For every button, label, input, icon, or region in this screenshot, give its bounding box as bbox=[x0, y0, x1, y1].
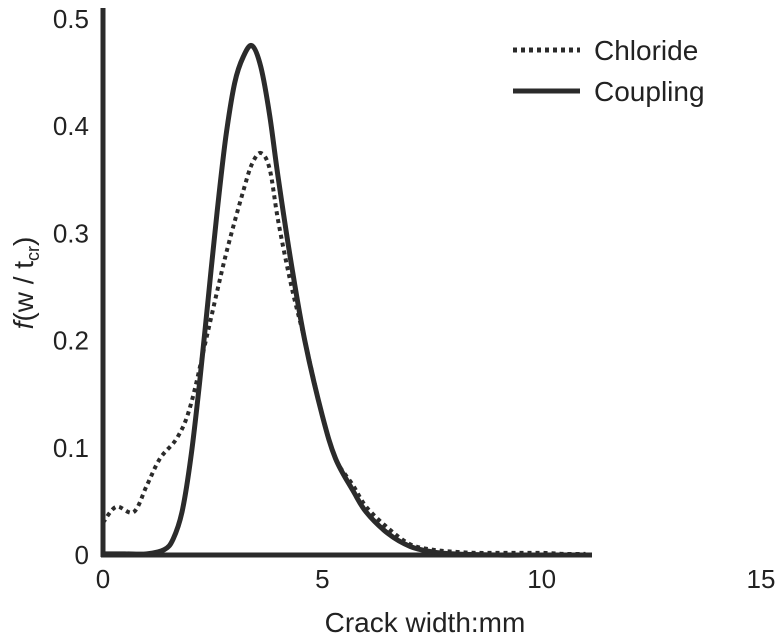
y-tick-label: 0.3 bbox=[53, 218, 89, 248]
legend: Chloride Coupling bbox=[513, 35, 705, 107]
x-tick-label: 5 bbox=[315, 564, 329, 594]
x-tick-label: 0 bbox=[96, 564, 110, 594]
legend-label-chloride: Chloride bbox=[594, 35, 698, 66]
y-tick-label: 0.5 bbox=[53, 4, 89, 34]
y-axis-title-sub: cr bbox=[23, 246, 43, 261]
x-tick-label: 15 bbox=[747, 564, 776, 594]
series-line-chloride bbox=[101, 150, 586, 556]
y-tick-label: 0.4 bbox=[53, 111, 89, 141]
y-tick-label: 0 bbox=[75, 540, 89, 570]
y-axis-title: f(w / tcr) bbox=[8, 237, 43, 330]
x-axis-title: Crack width:mm bbox=[325, 607, 526, 638]
y-tick-label: 0.1 bbox=[53, 433, 89, 463]
y-axis-title-f: f bbox=[8, 318, 39, 329]
series-layer bbox=[101, 43, 586, 558]
x-tick-labels: 0 5 10 15 bbox=[96, 564, 776, 594]
y-tick-labels: 0 0.1 0.2 0.3 0.4 0.5 bbox=[53, 4, 89, 570]
legend-label-coupling: Coupling bbox=[594, 76, 705, 107]
x-tick-label: 10 bbox=[527, 564, 556, 594]
y-axis-title-main: (w / t bbox=[8, 261, 39, 322]
y-axis-title-close: ) bbox=[8, 237, 39, 246]
y-tick-label: 0.2 bbox=[53, 326, 89, 356]
series-line-coupling bbox=[103, 43, 586, 558]
